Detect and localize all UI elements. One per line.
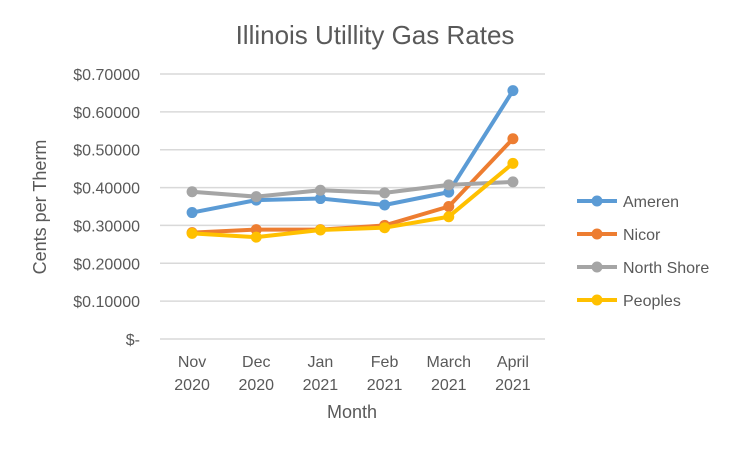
legend-item: North Shore (577, 260, 709, 277)
data-point (250, 191, 262, 203)
legend-label: North Shore (623, 260, 709, 277)
legend-swatch-marker (591, 261, 603, 273)
data-point (314, 224, 326, 236)
x-tick-label: March (427, 354, 471, 371)
legend-swatch-marker (591, 294, 603, 306)
series-line (190, 88, 515, 215)
data-point (443, 201, 455, 212)
data-point (507, 157, 519, 169)
legend-item: Peoples (577, 293, 681, 310)
x-tick-label: 2020 (174, 377, 210, 394)
data-point (186, 227, 198, 239)
legend: Ameren Nicor North Shore Peoples (577, 194, 709, 310)
legend-label: Peoples (623, 293, 681, 310)
chart-title: Illinois Utillity Gas Rates (236, 20, 515, 50)
data-point (379, 222, 391, 234)
x-tick-label: Dec (242, 354, 270, 371)
y-tick-label: $0.40000 (73, 181, 140, 198)
y-axis-ticks: $- $0.10000 $0.20000 $0.30000 $0.40000 $0.500… (73, 67, 140, 349)
legend-swatch-marker (591, 228, 603, 240)
x-tick-label: April (497, 354, 529, 371)
x-tick-label: Feb (371, 354, 399, 371)
x-tick-label: Nov (178, 354, 206, 371)
y-tick-label: $0.30000 (73, 218, 140, 235)
legend-label: Nicor (623, 227, 661, 244)
x-axis-title: Month (327, 402, 377, 422)
x-tick-label: 2021 (431, 377, 467, 394)
data-point (379, 199, 391, 211)
x-tick-label: 2021 (303, 377, 339, 394)
x-tick-label: 2021 (367, 377, 403, 394)
data-point (250, 224, 262, 236)
y-tick-label: $0.70000 (73, 67, 140, 84)
x-axis-ticks: Nov 2020 Dec 2020 Jan 2021 Feb 2021 March 2021 Apr… (174, 354, 531, 394)
data-point (443, 179, 455, 191)
data-point (250, 231, 262, 243)
data-point (186, 186, 198, 198)
data-point (186, 207, 198, 219)
y-tick-label: $0.60000 (73, 105, 140, 122)
data-point (314, 193, 326, 205)
legend-item: Ameren (577, 194, 679, 211)
y-tick-label: $- (126, 332, 140, 349)
y-tick-label: $0.50000 (73, 143, 140, 160)
series-peoples (186, 157, 519, 243)
y-axis-title: Cents per Therm (30, 140, 50, 275)
data-point (507, 176, 519, 188)
legend-item: Nicor (577, 227, 661, 244)
data-point (314, 184, 326, 196)
x-tick-label: 2021 (495, 377, 531, 394)
y-tick-label: $0.20000 (73, 256, 140, 273)
data-point (507, 85, 519, 97)
x-tick-label: 2020 (238, 377, 274, 394)
legend-swatch-marker (591, 195, 603, 207)
gridlines (160, 73, 545, 340)
x-tick-label: Jan (308, 354, 334, 371)
data-point (507, 133, 519, 145)
legend-label: Ameren (623, 194, 679, 211)
data-point (379, 187, 391, 199)
series-line (190, 179, 515, 199)
y-tick-label: $0.10000 (73, 294, 140, 311)
series-line (190, 161, 515, 240)
series-layer (186, 85, 519, 243)
data-point (443, 211, 455, 223)
series-north-shore (186, 176, 519, 203)
